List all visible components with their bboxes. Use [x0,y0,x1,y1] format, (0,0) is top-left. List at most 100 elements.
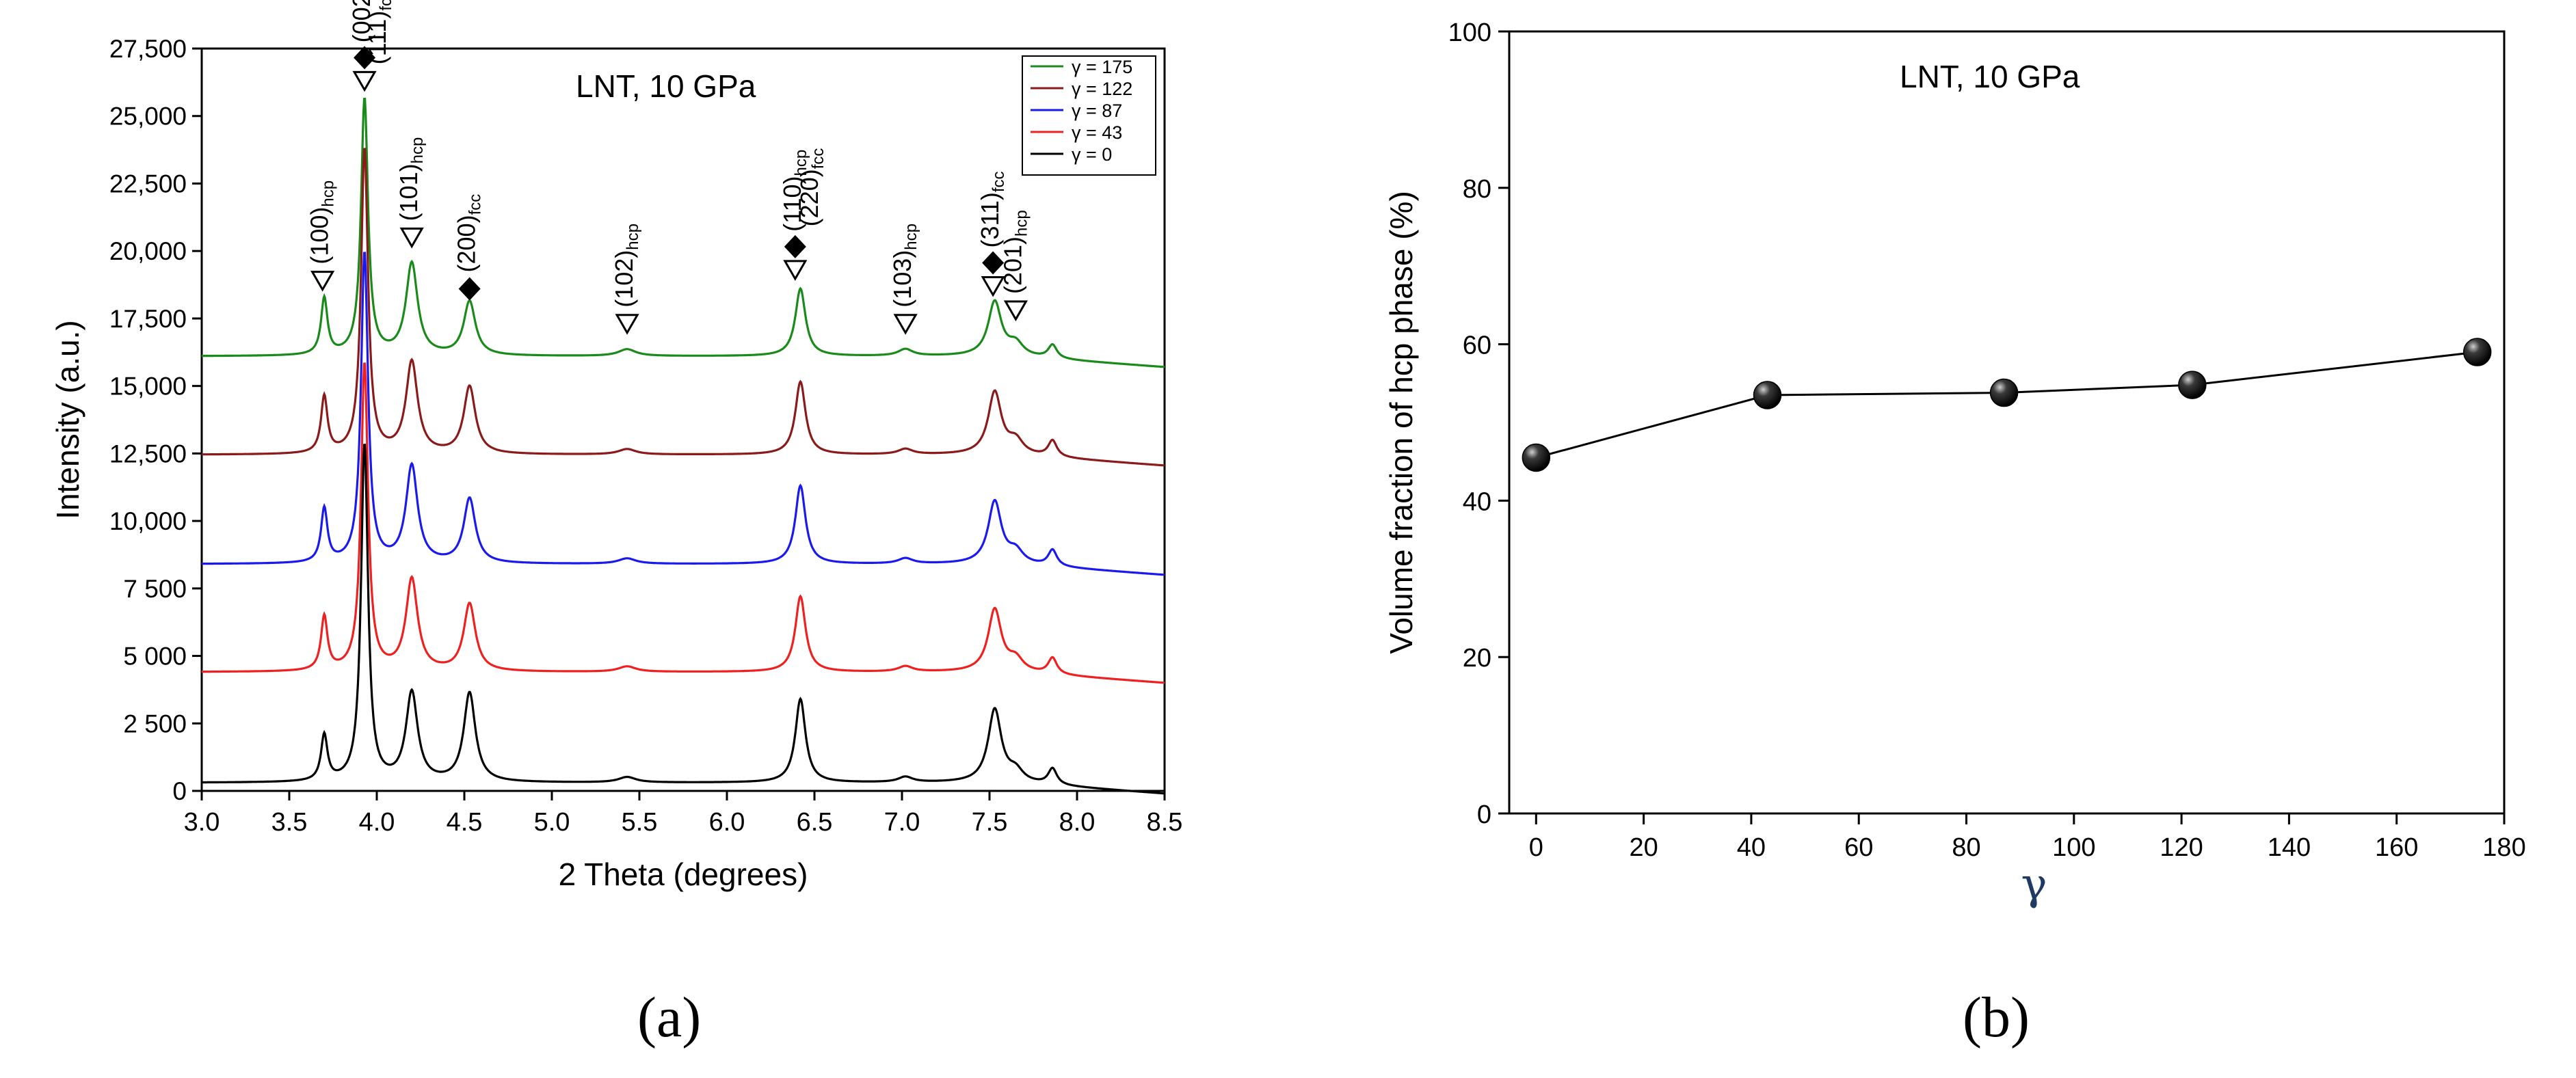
fcc-diamond-marker [784,234,806,258]
peak-label-5: (102)hcp [610,224,642,308]
x-tick-label-b: 160 [2375,833,2418,862]
data-point-4 [2462,338,2492,366]
peak-label-2: (111)fcc [363,0,395,64]
y-tick-label-b: 60 [1463,332,1491,360]
y-tick-label-a: 10,000 [109,507,187,535]
y-tick-label-a: 12,500 [109,440,187,468]
data-point-1 [1753,381,1782,409]
x-tick-label-a: 4.0 [359,808,395,837]
x-tick-label-a: 3.0 [184,808,220,837]
legend-label-0: γ = 175 [1072,57,1132,77]
x-tick-label-a: 7.0 [884,808,920,837]
peak-label-index: (002) [347,0,375,42]
hcp-triangle-marker [352,70,377,92]
hcp-triangle-marker [1003,300,1028,322]
peak-label-phase: fcc [466,194,485,215]
peak-label-index: (111) [363,11,391,65]
hcp-triangle-marker [399,227,424,249]
y-tick-label-b: 0 [1477,800,1491,829]
x-tick-label-b: 120 [2160,833,2203,862]
peak-label-6: (110)hcp [778,150,810,232]
fcc-diamond-marker [458,277,481,301]
peak-label-phase: hcp [1012,210,1031,237]
plot-frame-a [200,47,1166,792]
peak-label-phase: fcc [809,148,827,170]
series-line-1 [202,148,1165,467]
peak-label-0: (100)hcp [306,180,338,265]
peak-label-3: (101)hcp [395,137,427,221]
peak-label-phase: hcp [319,180,338,207]
legend-label-3: γ = 43 [1072,122,1122,143]
x-tick-label-a: 7.5 [972,808,1008,837]
hcp-triangle-marker [783,260,808,281]
y-tick-label-a: 5 000 [123,643,187,671]
legend-label-2: γ = 87 [1072,100,1122,121]
peak-label-index: (100) [306,207,334,265]
y-tick-label-a: 0 [172,777,187,805]
data-point-3 [2178,370,2207,399]
y-tick-label-a: 17,500 [109,305,187,333]
y-tick-label-a: 20,000 [109,237,187,265]
series-line-3 [202,362,1165,684]
x-tick-label-b: 60 [1844,833,1873,862]
x-tick-label-b: 80 [1952,833,1980,862]
y-tick-label-a: 25,000 [109,103,187,131]
peak-label-index: (220) [795,169,823,226]
x-tick-label-a: 8.0 [1059,808,1096,837]
chart-title-b: LNT, 10 GPa [1900,59,2080,94]
legend-box-a [1022,55,1156,176]
peak-label-8: (103)hcp [888,224,920,308]
chart-title-a: LNT, 10 GPa [576,68,756,104]
peak-label-index: (102) [610,250,638,308]
x-axis-label-a: 2 Theta (degrees) [559,857,808,892]
chart-b-hcp-fraction: 0 20 40 60 80 100 120 140 160 180020406080100γVol… [1383,18,2526,910]
x-tick-label-b: 20 [1629,833,1658,862]
peak-label-phase: hcp [624,224,642,250]
hcp-triangle-marker [981,276,1005,297]
x-tick-label-a: 6.5 [797,808,833,837]
peak-label-phase: hcp [792,150,810,176]
x-tick-label-b: 0 [1529,833,1543,862]
y-tick-label-a: 27,500 [109,35,187,63]
peak-label-index: (101) [395,163,423,221]
peak-label-index: (200) [453,215,481,272]
x-tick-label-b: 180 [2482,833,2525,862]
y-axis-label-a: Intensity (a.u.) [50,320,85,519]
y-tick-label-b: 20 [1463,644,1491,673]
x-tick-label-b: 40 [1737,833,1766,862]
peak-label-phase: hcp [408,137,427,164]
peak-label-9: (311)fcc [976,171,1008,247]
peak-label-phase: fcc [377,0,395,11]
y-tick-label-a: 2 500 [123,710,187,738]
hcp-triangle-marker [893,314,918,335]
series-line-4 [202,444,1165,795]
y-tick-label-a: 15,000 [109,373,187,401]
peak-label-phase: fcc [990,171,1008,192]
x-tick-label-a: 5.5 [622,808,658,837]
x-tick-label-b: 140 [2268,833,2311,862]
hcp-triangle-marker [310,271,335,292]
fcc-diamond-marker [982,251,1005,275]
x-tick-label-b: 100 [2052,833,2095,862]
y-tick-label-b: 80 [1463,175,1491,204]
y-axis-label-b: Volume fraction of hcp phase (%) [1383,191,1419,654]
peak-label-7: (220)fcc [795,148,827,227]
y-tick-label-a: 7 500 [123,575,187,603]
y-tick-label-b: 100 [1448,18,1491,47]
peak-label-index: (311) [976,192,1004,247]
fcc-diamond-marker [354,46,376,70]
series-line-2 [202,252,1165,576]
panel-label-b: (b) [1963,986,2030,1049]
peak-label-phase: hcp [902,224,920,250]
panel-label-a: (a) [637,986,702,1049]
y-tick-label-b: 40 [1463,487,1491,516]
hcp-triangle-marker [615,314,639,335]
peak-label-1: (002)hcp [347,0,380,42]
data-point-0 [1522,443,1551,472]
x-tick-label-a: 3.5 [271,808,308,837]
peak-label-index: (103) [888,250,916,308]
chart-a-xrd-patterns: 3.0 3.5 4.0 4.5 5.0 5.5 6.0 6.5 7.0 7.5 8.0 8.5 0 2 5… [50,0,1182,892]
legend-label-1: γ = 122 [1072,79,1132,99]
y-tick-label-a: 22,500 [109,170,187,198]
